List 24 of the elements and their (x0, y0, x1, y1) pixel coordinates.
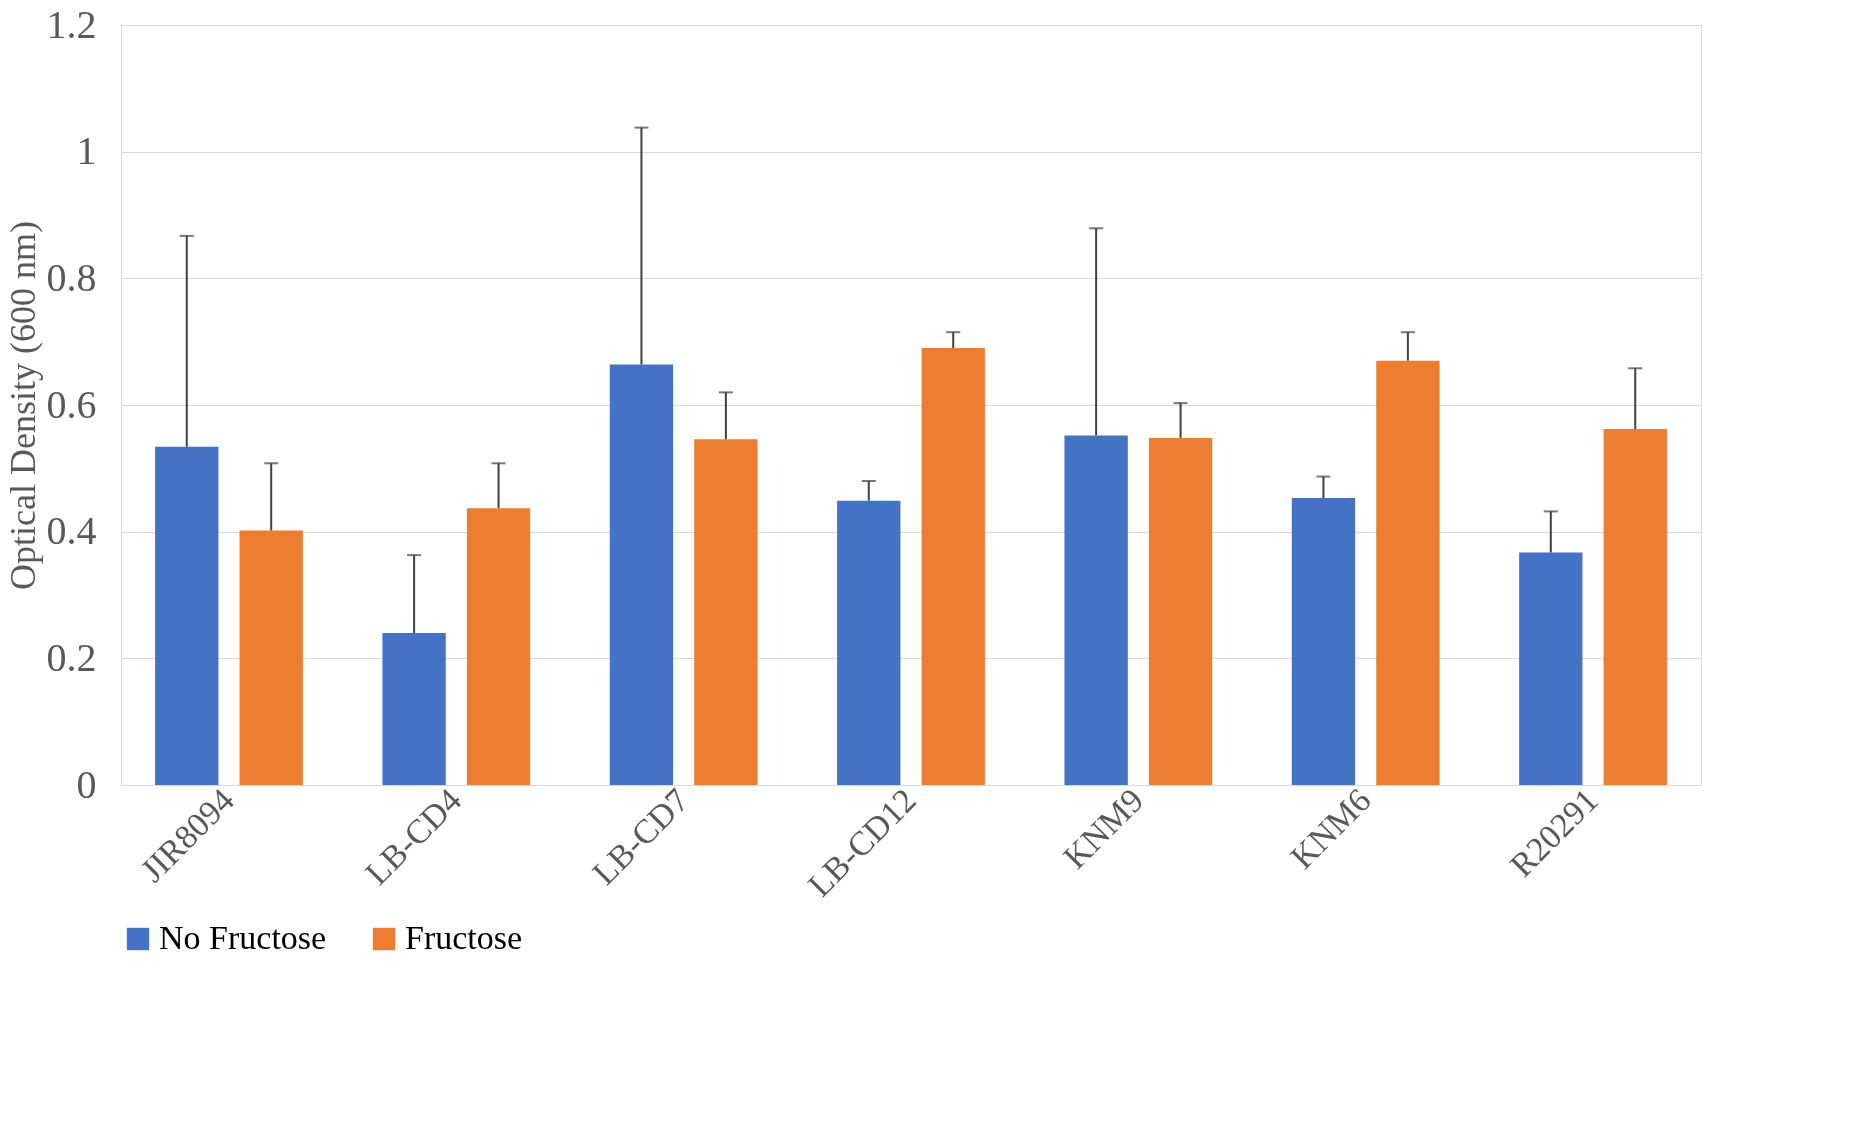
bar (837, 500, 901, 785)
y-tick-label: 0.8 (46, 254, 97, 300)
bar (466, 508, 531, 785)
bar (1603, 429, 1667, 785)
bar (1148, 437, 1213, 785)
y-tick-label: 0.4 (46, 508, 97, 554)
y-axis-title: Optical Density (600 nm) (2, 221, 43, 590)
y-tick-label: 0 (76, 761, 97, 807)
bar (1064, 435, 1128, 785)
legend-label: Fructose (405, 919, 523, 956)
bar (609, 364, 674, 785)
bar (1291, 498, 1356, 785)
y-tick-label: 1 (76, 128, 97, 174)
bar (694, 439, 758, 785)
y-tick-label: 0.6 (46, 381, 97, 427)
bar (382, 633, 446, 785)
bar (921, 348, 985, 785)
y-tick-label: 1.2 (46, 1, 97, 47)
bar (1376, 360, 1440, 785)
bar (155, 446, 219, 785)
legend-label: No Fructose (159, 919, 327, 956)
bar (1519, 552, 1583, 785)
y-tick-label: 0.2 (46, 634, 97, 680)
bar (239, 530, 303, 785)
